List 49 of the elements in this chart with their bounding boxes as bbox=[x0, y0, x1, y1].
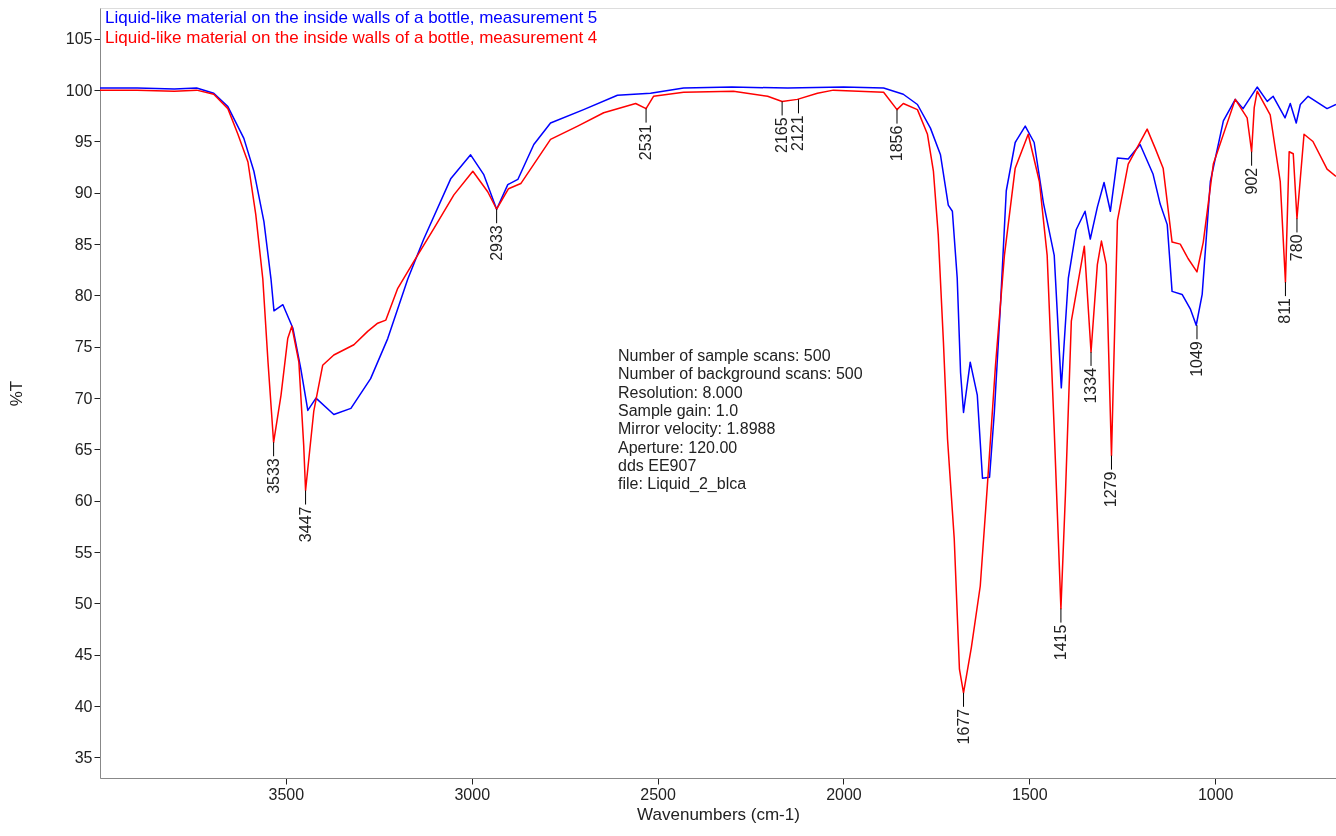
x-axis-title: Wavenumbers (cm-1) bbox=[637, 804, 800, 824]
y-tick-label: 95 bbox=[74, 132, 93, 150]
x-tick-label: 2500 bbox=[640, 785, 676, 803]
annotation: 2165 bbox=[773, 117, 791, 154]
y-tick-label: 80 bbox=[74, 286, 93, 304]
annotation: 1856 bbox=[887, 125, 905, 162]
annotation: 1334 bbox=[1082, 367, 1100, 404]
x-tick-label: 1000 bbox=[1197, 785, 1234, 803]
y-tick-label: 45 bbox=[74, 646, 93, 664]
annotation: Mirror velocity: 1.8988 bbox=[618, 420, 776, 438]
annotation: 1415 bbox=[1051, 624, 1069, 661]
text: Liquid-like material on the inside walls of a bottle, measurement 4 bbox=[105, 28, 598, 47]
y-tick-label: 85 bbox=[74, 235, 93, 253]
y-tick-label: 55 bbox=[74, 543, 93, 561]
annotation: 3533 bbox=[264, 458, 282, 494]
annotation: dds EE907 bbox=[618, 456, 697, 474]
annotation: 1279 bbox=[1102, 471, 1120, 508]
text: Liquid-like material on the inside walls of a bottle, measurement 5 bbox=[105, 8, 598, 27]
y-tick-label: 90 bbox=[74, 184, 93, 202]
annotation: 3447 bbox=[296, 506, 314, 543]
y-tick-label: 40 bbox=[74, 697, 93, 715]
annotation: Aperture: 120.00 bbox=[618, 438, 738, 456]
y-tick-label: 105 bbox=[65, 30, 93, 48]
y-tick-label: 65 bbox=[74, 440, 93, 458]
annotation: 902 bbox=[1242, 167, 1260, 195]
annotation: 2121 bbox=[789, 115, 807, 151]
x-tick-label: 3500 bbox=[268, 785, 305, 803]
annotation: 1049 bbox=[1187, 341, 1205, 377]
annotation: 1677 bbox=[954, 708, 972, 745]
y-tick-label: 35 bbox=[74, 748, 93, 766]
annotation: Number of sample scans: 500 bbox=[618, 347, 831, 364]
annotation: Number of background scans: 500 bbox=[618, 365, 863, 383]
y-tick-label: 70 bbox=[74, 389, 93, 407]
x-tick-label: 2000 bbox=[826, 785, 862, 803]
x-tick-label: 3000 bbox=[454, 785, 491, 803]
y-tick-label: 100 bbox=[65, 81, 93, 99]
annotation: 811 bbox=[1276, 298, 1294, 324]
annotation: 2531 bbox=[637, 124, 655, 161]
annotation: file: Liquid_2_blca bbox=[618, 475, 747, 494]
annotation: Sample gain: 1.0 bbox=[618, 401, 739, 419]
y-axis-title: %T bbox=[6, 380, 26, 407]
annotation: 2933 bbox=[487, 225, 505, 261]
y-tick-label: 50 bbox=[74, 594, 93, 612]
line-series bbox=[100, 89, 1336, 694]
x-tick-label: 1500 bbox=[1012, 785, 1048, 803]
y-tick-label: 75 bbox=[74, 338, 93, 356]
y-tick-label: 60 bbox=[74, 492, 93, 510]
annotation: Resolution: 8.000 bbox=[618, 383, 743, 401]
annotation: 780 bbox=[1287, 234, 1305, 262]
